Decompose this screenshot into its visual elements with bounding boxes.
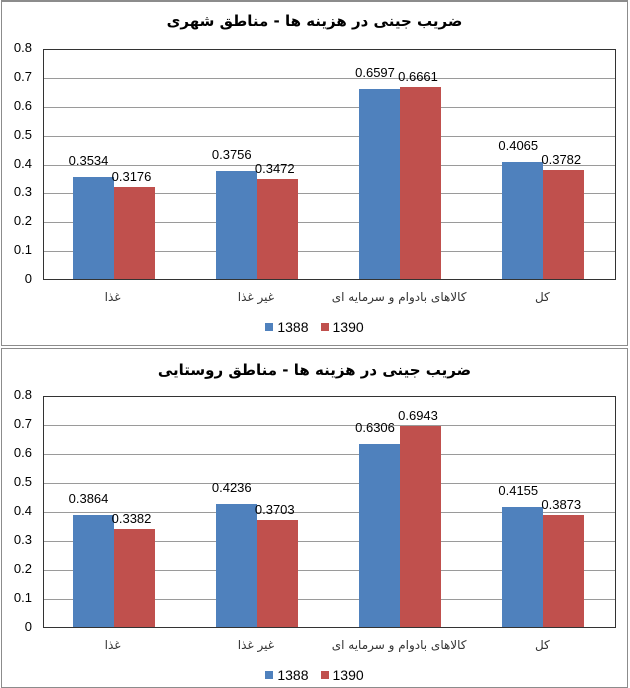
chart-title: ضریب جینی در هزینه ها - مناطق روستایی xyxy=(157,361,472,379)
bar-1388 xyxy=(502,161,544,279)
x-category-label: غیر غذا xyxy=(237,290,274,304)
bar-1388 xyxy=(502,506,544,627)
y-tick-label: 0.6 xyxy=(13,445,32,460)
x-category-label: غیر غذا xyxy=(237,638,274,652)
gridline xyxy=(44,512,615,513)
gridline xyxy=(44,425,615,426)
legend: 1388 1390 xyxy=(2,319,627,335)
gridline xyxy=(44,222,615,224)
data-label: 0.6597 xyxy=(355,64,395,80)
y-tick-label: 0.5 xyxy=(13,474,32,489)
gridline xyxy=(44,570,615,571)
data-label: 0.3382 xyxy=(111,510,152,526)
y-tick-label: 0.8 xyxy=(13,387,32,402)
gridline xyxy=(44,106,615,108)
legend-item-1388: 1388 xyxy=(265,319,309,335)
data-label: 0.3472 xyxy=(254,160,295,176)
bar-1390 xyxy=(543,169,585,279)
bar-1390 xyxy=(113,187,155,279)
y-tick-label: 0.2 xyxy=(13,561,32,576)
x-category-label: کل xyxy=(534,290,550,304)
data-label: 0.4155 xyxy=(498,482,539,498)
data-label: 0.3703 xyxy=(254,501,295,517)
gridline xyxy=(44,251,615,253)
gridline xyxy=(44,193,615,195)
plot-area: 0.3864 0.3382 0.4236 0.3703 0.6306 0.6943 0.41… xyxy=(43,396,616,628)
gridline xyxy=(44,77,615,79)
data-label: 0.3756 xyxy=(211,146,252,162)
chart-title: ضریب جینی در هزینه ها - مناطق شهری xyxy=(166,12,463,30)
y-tick-label: 0 xyxy=(24,619,32,634)
data-label: 0.3534 xyxy=(68,152,109,168)
legend-label: 1390 xyxy=(332,667,364,683)
legend-item-1388: 1388 xyxy=(265,667,309,683)
urban-chart-panel: ضریب جینی در هزینه ها - مناطق شهری 0 0.1 0… xyxy=(1,0,628,346)
y-tick-label: 0.4 xyxy=(13,503,32,518)
data-label: 0.3873 xyxy=(541,496,582,512)
bar-1388 xyxy=(215,170,257,279)
data-label: 0.3864 xyxy=(68,490,109,506)
y-tick-label: 0.1 xyxy=(13,242,32,258)
x-category-label: غذا xyxy=(104,290,121,304)
y-tick-label: 0.5 xyxy=(13,126,32,142)
bar-1390 xyxy=(113,528,155,627)
bar-1390 xyxy=(543,514,585,627)
legend-swatch-icon xyxy=(320,671,329,679)
plot-area: 0.3534 0.3176 0.3756 0.3472 0.6597 0.6661 0.40… xyxy=(43,49,616,280)
y-tick-label: 0.2 xyxy=(13,213,32,229)
y-tick-label: 0.3 xyxy=(13,532,32,547)
data-label: 0.4236 xyxy=(211,480,252,496)
y-tick-label: 0.3 xyxy=(13,184,32,200)
y-tick-label: 0.1 xyxy=(13,590,32,605)
data-label: 0.3176 xyxy=(111,169,152,185)
bar-1390 xyxy=(256,178,298,279)
bar-1390 xyxy=(256,519,298,627)
legend: 1388 1390 xyxy=(2,667,627,683)
y-tick-label: 0.4 xyxy=(13,155,32,171)
data-label: 0.6306 xyxy=(355,420,395,436)
y-tick-label: 0.7 xyxy=(13,416,32,431)
legend-label: 1390 xyxy=(332,319,364,335)
legend-swatch-icon xyxy=(265,323,274,331)
y-tick-label: 0 xyxy=(24,271,32,286)
x-category-label: کالاهای بادوام و سرمایه ای xyxy=(331,638,467,652)
bar-1390 xyxy=(400,425,442,627)
gridline xyxy=(44,454,615,455)
x-category-label: غذا xyxy=(104,638,121,652)
bar-1388 xyxy=(359,88,401,279)
data-label: 0.4065 xyxy=(498,137,539,153)
y-tick-label: 0.6 xyxy=(13,97,32,113)
data-label: 0.3782 xyxy=(541,151,582,167)
gridline xyxy=(44,164,615,166)
legend-swatch-icon xyxy=(265,671,274,679)
y-tick-label: 0.7 xyxy=(13,68,32,84)
data-label: 0.6943 xyxy=(398,407,438,423)
x-category-label: کالاهای بادوام و سرمایه ای xyxy=(331,290,467,304)
legend-item-1390: 1390 xyxy=(320,667,364,683)
bar-1388 xyxy=(72,514,114,627)
data-label: 0.6661 xyxy=(398,68,438,84)
bar-1388 xyxy=(72,176,114,279)
gridline xyxy=(44,541,615,542)
bar-1388 xyxy=(359,444,401,627)
gridline xyxy=(44,135,615,137)
legend-item-1390: 1390 xyxy=(320,319,364,335)
x-category-label: کل xyxy=(534,638,550,652)
legend-label: 1388 xyxy=(277,667,309,683)
gridline xyxy=(44,483,615,484)
gridline xyxy=(44,599,615,600)
legend-label: 1388 xyxy=(277,319,309,335)
y-tick-label: 0.8 xyxy=(13,40,32,55)
legend-swatch-icon xyxy=(320,323,329,331)
bar-1388 xyxy=(215,504,257,627)
bar-1390 xyxy=(400,86,442,279)
